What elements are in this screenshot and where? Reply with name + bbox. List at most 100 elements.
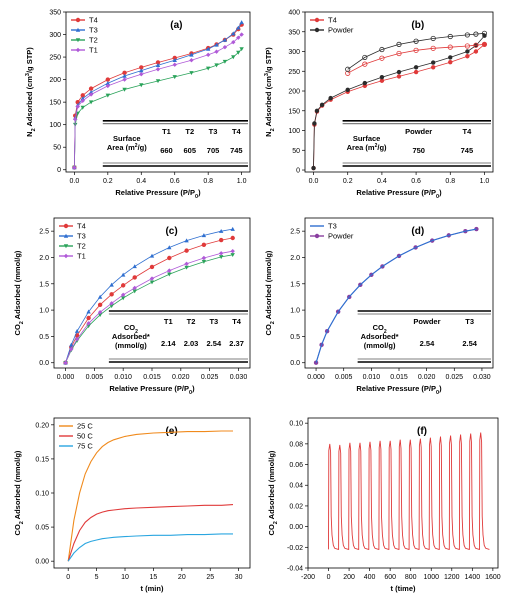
series-b-2-point bbox=[396, 50, 402, 57]
y-tick-label: 2.5 bbox=[290, 229, 300, 236]
y-tick-label: 2.0 bbox=[39, 255, 49, 262]
series-t3-point bbox=[139, 68, 144, 73]
x-tick-label: 0.4 bbox=[136, 178, 146, 185]
series-t3-point bbox=[184, 238, 189, 243]
series-t4-point bbox=[218, 237, 224, 243]
series-b-3-point bbox=[396, 41, 402, 47]
series-t3-point bbox=[105, 81, 111, 85]
table-col-header: T4 bbox=[463, 127, 473, 136]
table-col-header: T3 bbox=[209, 127, 218, 136]
series-t2-point bbox=[189, 71, 194, 76]
table-row-label-line2: Area (m2/g) bbox=[107, 143, 147, 152]
y-tick-label: 200 bbox=[288, 89, 300, 96]
series-t4-point bbox=[149, 264, 155, 270]
legend-swatch-marker bbox=[63, 223, 69, 229]
series-t3-point bbox=[172, 58, 177, 62]
series-powder-point bbox=[430, 60, 436, 65]
y-tick-label: 0.04 bbox=[289, 483, 303, 490]
series-t2-point bbox=[231, 55, 236, 60]
y-tick-label: 1.5 bbox=[39, 281, 49, 288]
series-t1-point bbox=[218, 251, 224, 256]
x-tick-label: -200 bbox=[301, 574, 315, 581]
series-t1-point bbox=[88, 92, 94, 97]
y-tick-label: -0.04 bbox=[287, 566, 303, 573]
series-t1-point bbox=[97, 310, 103, 315]
x-tick-label: 0.4 bbox=[377, 178, 387, 185]
series-powder-point bbox=[319, 102, 325, 108]
table-row-label-line3: (mmol/g) bbox=[115, 341, 147, 350]
series-group bbox=[67, 430, 234, 562]
series-t1-point bbox=[205, 52, 211, 58]
series-t4-point bbox=[120, 283, 126, 288]
series-t4-point bbox=[465, 54, 470, 59]
series-t1-point bbox=[230, 248, 235, 254]
series-t2-point bbox=[222, 59, 228, 64]
series-t3-point bbox=[132, 264, 137, 269]
table-value: 750 bbox=[412, 146, 425, 155]
x-tick-label: 0 bbox=[66, 574, 70, 581]
series-t4-point bbox=[155, 60, 161, 65]
table-value: 2.54 bbox=[207, 339, 222, 348]
legend-swatch-marker bbox=[63, 253, 69, 259]
series-t3-point bbox=[74, 328, 80, 333]
y-tick-label: 350 bbox=[288, 29, 300, 36]
series-powder-point bbox=[448, 55, 453, 60]
legend: 25 C50 C75 C bbox=[59, 422, 93, 451]
series-t4-point bbox=[80, 93, 85, 98]
legend-swatch-marker bbox=[63, 244, 69, 249]
legend-label-t4: T4 bbox=[328, 16, 337, 25]
series-t2-point bbox=[149, 280, 155, 285]
series-b-2-point bbox=[413, 47, 419, 53]
series-powder-point bbox=[345, 87, 350, 93]
panel-label: (e) bbox=[165, 426, 177, 437]
series-t1-point bbox=[132, 285, 137, 291]
series-b-2-point bbox=[345, 70, 351, 76]
series-t3-point bbox=[109, 282, 114, 287]
series-t1-point bbox=[75, 104, 80, 109]
series-t2-point bbox=[109, 304, 114, 309]
series-t4-point bbox=[473, 49, 479, 54]
table-col-header: T2 bbox=[185, 127, 194, 136]
y-tick-label: 0.02 bbox=[289, 503, 303, 510]
y-tick-label: 400 bbox=[288, 10, 300, 17]
series-t2-point bbox=[205, 66, 211, 71]
table-row-label-line1: Surface bbox=[113, 134, 141, 143]
series-t2-point bbox=[239, 47, 244, 52]
legend-swatch-marker bbox=[75, 17, 81, 23]
legend-swatch-marker bbox=[314, 17, 320, 23]
x-tick-label: 15 bbox=[150, 574, 158, 581]
series-t3-point bbox=[97, 294, 103, 299]
series-t1-point bbox=[86, 321, 91, 326]
legend-swatch-marker bbox=[75, 38, 81, 43]
table-col-header: Powder bbox=[405, 127, 432, 136]
panel-e: 0 5 10 15 20 25 30 0.00 0.05 0.10 0.15 0.20 t (min) C… bbox=[13, 417, 251, 593]
x-tick-label: 600 bbox=[384, 574, 396, 581]
series-t3-point bbox=[122, 73, 127, 78]
series-t3-point bbox=[120, 272, 126, 277]
y-tick-label: -0.02 bbox=[287, 545, 303, 552]
legend-label-50-c: 50 C bbox=[77, 432, 93, 441]
series-t3-point bbox=[69, 342, 74, 347]
series-b-2-point bbox=[481, 41, 488, 47]
table-col-header: T1 bbox=[164, 317, 173, 326]
x-tick-label: 0.025 bbox=[446, 374, 464, 381]
series-t1-point bbox=[74, 336, 80, 342]
x-tick-label: 1400 bbox=[465, 574, 481, 581]
x-tick-label: 0.010 bbox=[114, 374, 132, 381]
series-b-3-point bbox=[481, 30, 488, 36]
y-tick-label: 2.5 bbox=[39, 229, 49, 236]
series-t1-point bbox=[149, 276, 155, 281]
series-t3-point bbox=[155, 62, 161, 67]
y-axis-label: CO2 Adsorbed (mmol/g) bbox=[13, 250, 25, 335]
series-b-3-point bbox=[362, 54, 368, 61]
plot-frame bbox=[65, 11, 251, 173]
x-tick-label: 0.8 bbox=[445, 178, 455, 185]
series-t3-point bbox=[239, 20, 244, 25]
series-t3-point bbox=[86, 309, 91, 314]
series-powder-point bbox=[413, 65, 419, 70]
x-axis-label: Relative Pressure (P/P0) bbox=[356, 384, 442, 396]
x-tick-label: 0.020 bbox=[418, 374, 436, 381]
series-group bbox=[311, 30, 488, 171]
